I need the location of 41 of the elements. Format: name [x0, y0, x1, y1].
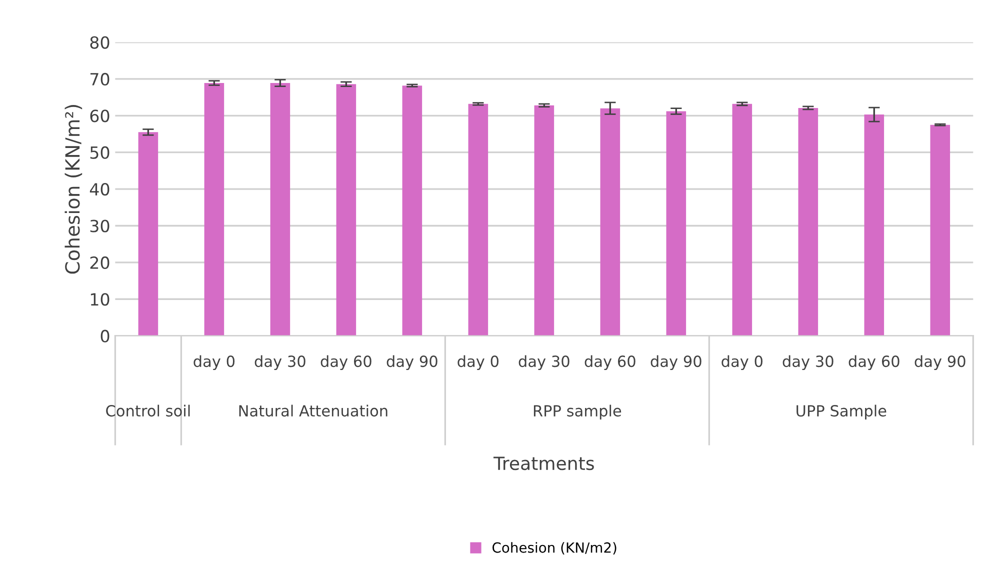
y-tick-label: 60 [90, 110, 110, 122]
x-tick-label: day 30 [254, 355, 306, 370]
bar [270, 82, 290, 336]
y-tick-label: 50 [90, 146, 110, 159]
bar [732, 104, 752, 336]
y-tick-label: 0 [100, 330, 110, 342]
x-tick-label: day 60 [584, 355, 636, 370]
y-tick-label: 10 [90, 293, 110, 306]
x-tick-label: day 30 [518, 355, 570, 370]
x-tick-label: day 60 [848, 355, 900, 370]
y-tick-label: 40 [90, 183, 110, 196]
bar [468, 104, 488, 336]
bar [666, 111, 686, 336]
text: RPP sample [534, 404, 622, 420]
y-tick-label: 30 [90, 220, 110, 232]
text: Control soil [106, 404, 190, 417]
text: UPP Sample [796, 404, 886, 420]
bar [930, 124, 950, 336]
y-tick-label: 80 [90, 36, 110, 49]
x-axis-title: Treatments [493, 456, 594, 470]
bar [600, 108, 620, 336]
bar [336, 84, 356, 336]
bar [402, 86, 422, 336]
y-tick-label: 20 [90, 256, 110, 269]
bar [534, 105, 554, 336]
y-tick-label: 70 [90, 72, 110, 86]
bar [798, 108, 818, 336]
x-tick-label: day 90 [386, 355, 438, 370]
legend-label: Cohesion (KN/m2) [492, 542, 616, 554]
bar [204, 82, 224, 336]
bar [138, 132, 158, 336]
x-tick-label: day 0 [194, 355, 235, 370]
y-axis-title: Cohesion (KN/m²) [64, 104, 82, 274]
text: Natural Attenuation [239, 404, 388, 417]
x-tick-label: day 0 [458, 355, 498, 370]
x-tick-label: day 90 [914, 355, 966, 370]
x-tick-label: day 90 [650, 355, 702, 370]
bar [864, 114, 884, 336]
x-tick-label: day 0 [722, 355, 762, 370]
x-tick-label: day 30 [782, 355, 834, 370]
x-tick-label: day 60 [320, 355, 372, 370]
